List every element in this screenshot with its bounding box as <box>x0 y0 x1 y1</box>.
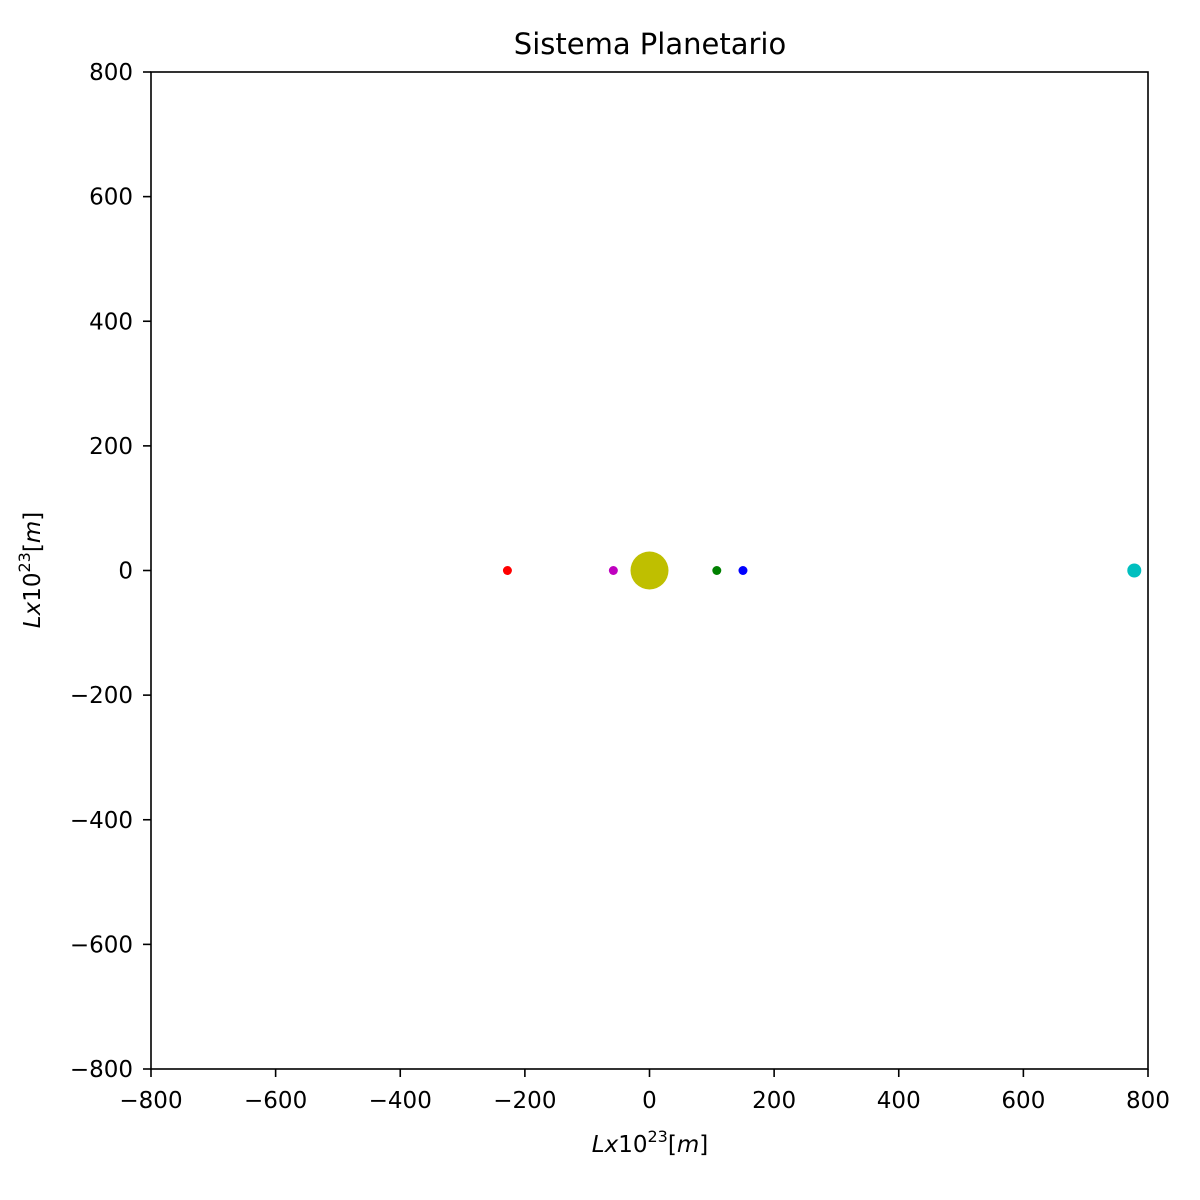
y-tick-label: −800 <box>70 1057 133 1083</box>
x-tick-label: −600 <box>244 1088 307 1114</box>
y-tick-label: −200 <box>70 683 133 709</box>
y-tick-label: 800 <box>89 60 133 86</box>
x-label-close: ] <box>699 1132 708 1158</box>
y-label-open: [ <box>20 543 46 552</box>
x-label-exp: 23 <box>647 1127 667 1146</box>
x-tick-label: −200 <box>493 1088 556 1114</box>
y-tick-label: 400 <box>89 309 133 335</box>
x-axis-label: Lx1023[m] <box>592 1127 708 1158</box>
planet-point <box>630 551 669 590</box>
chart-title: Sistema Planetario <box>514 27 786 61</box>
y-label-base: 10 <box>20 573 46 602</box>
x-tick-label: 0 <box>642 1088 657 1114</box>
plot-frame <box>150 71 1149 1070</box>
x-tick-label: 800 <box>1126 1088 1170 1114</box>
x-axis-ticks: −800 −600 −400 −200 0 200 400 600 800 <box>119 1069 1170 1114</box>
y-tick-label: 200 <box>89 434 133 460</box>
y-axis-ticks: −800 −600 −400 −200 0 200 400 600 800 <box>70 60 151 1083</box>
y-label-unit: m <box>20 521 46 543</box>
y-tick-label: 600 <box>89 185 133 211</box>
x-label-open: [ <box>668 1132 677 1158</box>
y-label-close: ] <box>20 512 46 521</box>
planet-point <box>712 566 722 575</box>
y-tick-label: 0 <box>118 559 133 585</box>
planet-point <box>608 566 618 575</box>
x-tick-label: 200 <box>752 1088 796 1114</box>
x-tick-label: 600 <box>1001 1088 1045 1114</box>
y-label-exp: 23 <box>15 552 34 572</box>
planet-point <box>738 566 748 575</box>
x-label-unit: m <box>677 1132 699 1158</box>
y-tick-label: −400 <box>70 808 133 834</box>
x-tick-label: 400 <box>877 1088 921 1114</box>
x-label-base: 10 <box>618 1132 647 1158</box>
planet-points <box>502 551 1142 590</box>
planet-point <box>502 566 512 575</box>
x-label-var: Lx <box>592 1132 619 1158</box>
y-label-var: Lx <box>20 601 46 628</box>
planet-point <box>1127 563 1142 578</box>
y-axis-label: Lx1023[m] <box>15 512 46 628</box>
y-tick-label: −600 <box>70 932 133 958</box>
x-tick-label: −800 <box>119 1088 182 1114</box>
x-tick-label: −400 <box>369 1088 432 1114</box>
